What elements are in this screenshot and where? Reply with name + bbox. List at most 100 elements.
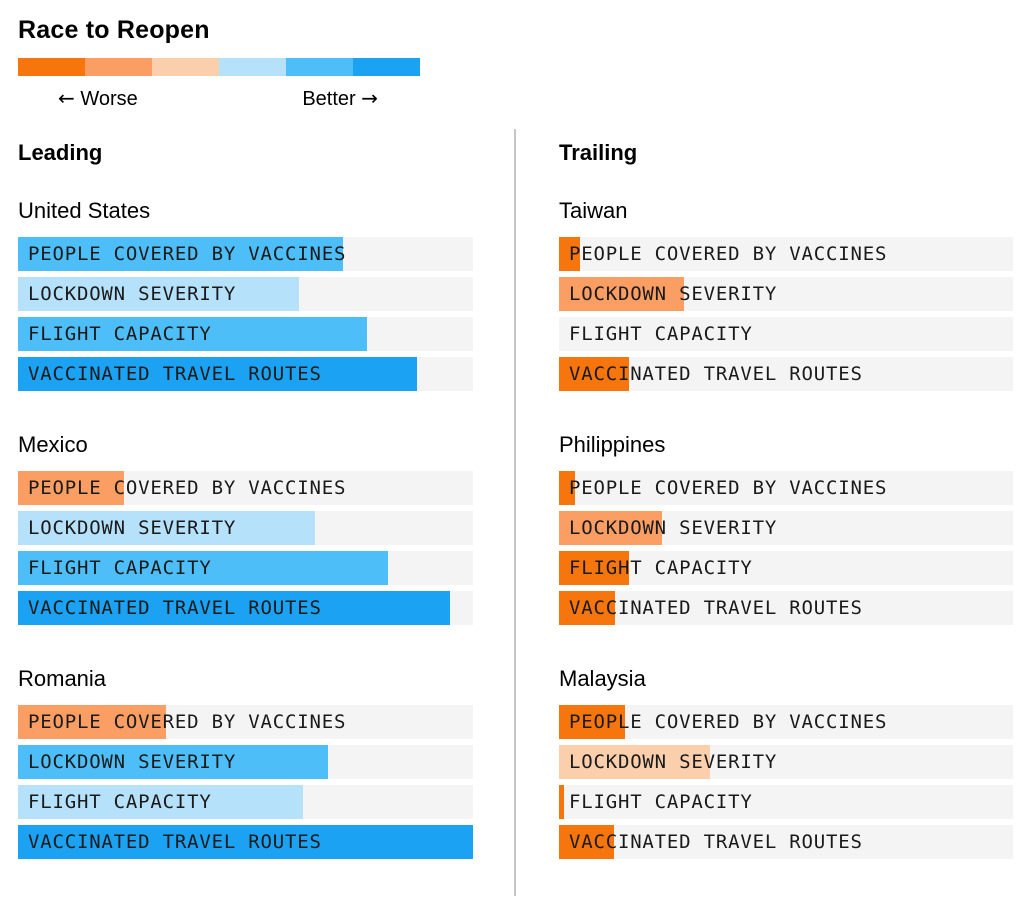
color-scale-bar (18, 58, 420, 76)
color-scale-segment-1 (85, 58, 152, 76)
metric-row: FLIGHT CAPACITY (559, 551, 1013, 585)
country-block: Malaysia PEOPLE COVERED BY VACCINES LOCKDO… (559, 667, 1013, 859)
bar-fill (559, 745, 711, 779)
metric-label: FLIGHT CAPACITY (569, 323, 753, 345)
color-scale-segment-4 (286, 58, 353, 76)
color-scale-segment-5 (353, 58, 420, 76)
metric-label: PEOPLE COVERED BY VACCINES (28, 477, 347, 499)
metric-label: VACCINATED TRAVEL ROUTES (28, 597, 322, 619)
leading-country-list: United States PEOPLE COVERED BY VACCINES L… (18, 199, 473, 859)
country-name: Mexico (18, 432, 88, 457)
metric-label: PEOPLE COVERED BY VACCINES (569, 711, 888, 733)
metric-label: FLIGHT CAPACITY (28, 791, 212, 813)
country-block: United States PEOPLE COVERED BY VACCINES L… (18, 199, 473, 391)
metric-row: VACCINATED TRAVEL ROUTES (559, 357, 1013, 391)
metric-label: LOCKDOWN SEVERITY (28, 751, 237, 773)
bar-fill (559, 705, 625, 739)
metric-row: VACCINATED TRAVEL ROUTES (18, 357, 473, 391)
metric-label: PEOPLE COVERED BY VACCINES (28, 711, 347, 733)
bar-fill (18, 591, 451, 625)
color-scale-segment-0 (18, 58, 85, 76)
metric-row: PEOPLE COVERED BY VACCINES (18, 471, 473, 505)
metric-label: VACCINATED TRAVEL ROUTES (28, 831, 322, 853)
metric-row: VACCINATED TRAVEL ROUTES (559, 591, 1013, 625)
metric-label: PEOPLE COVERED BY VACCINES (569, 243, 888, 265)
bar-fill (559, 825, 614, 859)
metric-row: LOCKDOWN SEVERITY (559, 511, 1013, 545)
metric-row: LOCKDOWN SEVERITY (18, 277, 473, 311)
country-block: Romania PEOPLE COVERED BY VACCINES LOCKDOW… (18, 667, 473, 859)
metric-row: PEOPLE COVERED BY VACCINES (559, 471, 1013, 505)
metric-label: LOCKDOWN SEVERITY (569, 517, 778, 539)
metric-row: FLIGHT CAPACITY (18, 551, 473, 585)
left-arrow-icon: ← (58, 86, 75, 110)
country-block: Taiwan PEOPLE COVERED BY VACCINES LOCKDOWN… (559, 199, 1013, 391)
metric-label: LOCKDOWN SEVERITY (569, 283, 778, 305)
metric-label: LOCKDOWN SEVERITY (28, 517, 237, 539)
country-block: Philippines PEOPLE COVERED BY VACCINES LOC… (559, 433, 1013, 625)
chart-title: Race to Reopen (18, 16, 210, 44)
bar-fill (559, 237, 580, 271)
country-block: Mexico PEOPLE COVERED BY VACCINES LOCKDOWN… (18, 433, 473, 625)
country-name: United States (18, 198, 151, 223)
metric-row: VACCINATED TRAVEL ROUTES (559, 825, 1013, 859)
bar-fill (559, 357, 629, 391)
metric-row: PEOPLE COVERED BY VACCINES (18, 705, 473, 739)
metric-label: LOCKDOWN SEVERITY (28, 283, 237, 305)
bar-fill (559, 785, 564, 819)
color-scale-segment-2 (152, 58, 219, 76)
trailing-column: Trailing Taiwan PEOPLE COVERED BY VACCINE… (559, 129, 1013, 859)
metric-label: PEOPLE COVERED BY VACCINES (28, 243, 347, 265)
metric-row: FLIGHT CAPACITY (18, 317, 473, 351)
metric-row: LOCKDOWN SEVERITY (559, 277, 1013, 311)
metric-row: LOCKDOWN SEVERITY (559, 745, 1013, 779)
color-scale-labels: ← Worse Better → (18, 86, 420, 111)
metric-row: FLIGHT CAPACITY (18, 785, 473, 819)
metric-label: FLIGHT CAPACITY (28, 557, 212, 579)
column-header-leading: Leading (18, 140, 103, 165)
metric-label: FLIGHT CAPACITY (569, 791, 753, 813)
country-name: Romania (18, 666, 107, 691)
metric-label: PEOPLE COVERED BY VACCINES (569, 477, 888, 499)
country-name: Malaysia (559, 666, 646, 691)
worse-text: Worse (80, 88, 138, 110)
better-text: Better (302, 88, 356, 110)
metric-row: FLIGHT CAPACITY (559, 317, 1013, 351)
bar-fill (559, 471, 575, 505)
bar-fill (18, 825, 473, 859)
right-arrow-icon: → (361, 86, 378, 110)
metric-label: LOCKDOWN SEVERITY (569, 751, 778, 773)
bar-fill (559, 591, 615, 625)
bar-fill (559, 551, 629, 585)
color-scale-legend: ← Worse Better → (18, 58, 1024, 111)
metric-row: FLIGHT CAPACITY (559, 785, 1013, 819)
metric-label: FLIGHT CAPACITY (28, 323, 212, 345)
metric-row: VACCINATED TRAVEL ROUTES (18, 825, 473, 859)
country-name: Philippines (559, 432, 666, 457)
metric-row: PEOPLE COVERED BY VACCINES (559, 237, 1013, 271)
bar-fill (559, 511, 663, 545)
metric-label: VACCINATED TRAVEL ROUTES (569, 363, 863, 385)
leading-column: Leading United States PEOPLE COVERED BY V… (18, 129, 473, 859)
metric-row: LOCKDOWN SEVERITY (18, 745, 473, 779)
bar-fill (559, 277, 684, 311)
bar-fill (18, 745, 328, 779)
metric-row: PEOPLE COVERED BY VACCINES (18, 237, 473, 271)
bar-fill (18, 317, 367, 351)
better-label: Better → (302, 86, 378, 111)
trailing-country-list: Taiwan PEOPLE COVERED BY VACCINES LOCKDOWN… (559, 199, 1013, 859)
worse-label: ← Worse (58, 86, 138, 111)
metric-label: VACCINATED TRAVEL ROUTES (569, 831, 863, 853)
bar-fill (18, 785, 303, 819)
metric-row: LOCKDOWN SEVERITY (18, 511, 473, 545)
columns-area: Leading United States PEOPLE COVERED BY V… (18, 129, 1024, 896)
color-scale-segment-3 (219, 58, 286, 76)
metric-row: VACCINATED TRAVEL ROUTES (18, 591, 473, 625)
metric-row: PEOPLE COVERED BY VACCINES (559, 705, 1013, 739)
metric-label: VACCINATED TRAVEL ROUTES (28, 363, 322, 385)
bar-fill (18, 551, 388, 585)
bar-fill (18, 357, 418, 391)
bar-fill (18, 237, 343, 271)
country-name: Taiwan (559, 198, 628, 223)
